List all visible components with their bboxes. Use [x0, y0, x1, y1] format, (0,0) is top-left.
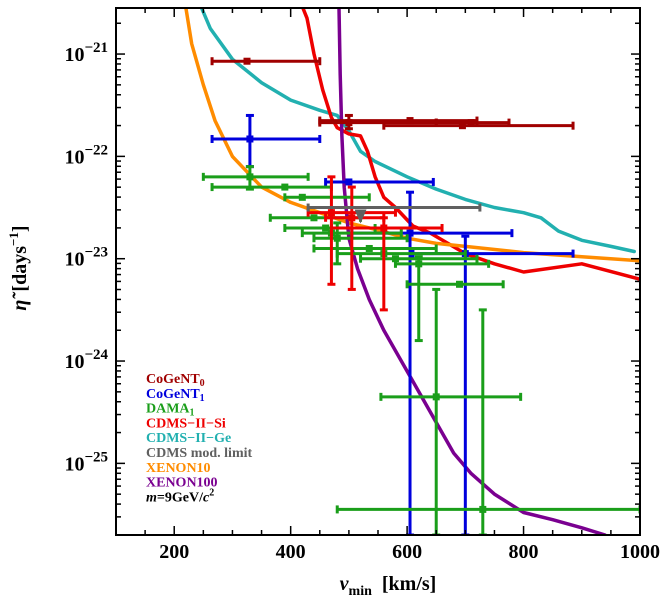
- point-marker: [380, 224, 388, 232]
- data-point: [324, 177, 435, 186]
- point-marker: [406, 117, 414, 125]
- point-marker: [391, 255, 399, 263]
- data-point: [201, 165, 310, 191]
- point-marker: [479, 505, 487, 513]
- point-marker: [281, 183, 289, 191]
- point-marker: [365, 244, 373, 252]
- legend-item-dama: DAMA1: [146, 402, 195, 419]
- point-marker: [456, 280, 464, 288]
- y-tick-label: 10−21: [64, 40, 108, 66]
- points-layer: [201, 57, 640, 535]
- data-point: [312, 244, 438, 253]
- legend-item-cdmssi: CDMS−II−Si: [146, 416, 226, 431]
- data-point: [210, 113, 322, 169]
- legend-item-cdmsmod: CDMS mod. limit: [146, 446, 253, 461]
- point-marker: [345, 178, 353, 186]
- y-tick-label: 10−22: [64, 142, 108, 168]
- y-tick-label: 10−23: [64, 245, 108, 271]
- plot-background: [116, 8, 640, 535]
- data-point: [382, 121, 575, 130]
- data-point: [405, 280, 505, 289]
- x-axis-title-unit: [km/s]: [382, 573, 436, 595]
- point-marker: [243, 57, 251, 65]
- x-tick-label: 200: [159, 541, 189, 563]
- x-tick-label: 600: [392, 541, 422, 563]
- x-tick-label: 1000: [620, 541, 660, 563]
- x-tick-label: 400: [276, 541, 306, 563]
- data-point: [210, 57, 322, 66]
- data-point: [283, 193, 371, 202]
- legend-item-cdmsge: CDMS−II−Ge: [146, 431, 231, 446]
- y-axis-title: η̃[days−1]: [6, 225, 31, 310]
- legend-item-cogent1: CoGeNT1: [146, 387, 205, 404]
- legend-item-xenon100: XENON100: [146, 476, 218, 491]
- point-marker: [345, 119, 353, 127]
- point-marker: [415, 260, 423, 268]
- legend: CoGeNT0CoGeNT1DAMA1CDMS−II−SiCDMS−II−GeC…: [146, 372, 253, 505]
- data-point: [434, 118, 511, 127]
- limit-arrow: [354, 209, 367, 224]
- y-tick-label: 10−25: [64, 449, 108, 475]
- point-marker: [467, 119, 475, 127]
- x-axis-title-sub: min: [349, 584, 373, 598]
- point-marker: [406, 229, 414, 237]
- ticks-layer: 200 400 600 800 1000 10−21 10−22 10−23 10−24 10−2…: [64, 8, 660, 563]
- point-marker: [348, 214, 356, 222]
- data-point: [379, 287, 523, 535]
- data-point: [329, 216, 444, 312]
- point-marker: [333, 234, 341, 242]
- data-point: [306, 203, 482, 224]
- legend-item-xenon10: XENON10: [146, 461, 211, 476]
- data-point: [324, 185, 386, 291]
- data-point: [335, 308, 640, 535]
- point-marker: [322, 224, 330, 232]
- point-marker: [458, 122, 466, 130]
- point-marker: [327, 209, 335, 217]
- mass-label: m=9GeV/c2: [146, 487, 214, 505]
- y-axis-title-main: η̃: [9, 291, 31, 311]
- point-marker: [246, 173, 254, 181]
- legend-item-cogent0: CoGeNT0: [146, 372, 205, 389]
- point-marker: [246, 135, 254, 143]
- point-marker: [298, 193, 306, 201]
- y-axis-title-unit-exp: −1: [6, 232, 21, 246]
- data-point: [393, 255, 491, 343]
- y-axis-title-unit-close: ]: [9, 225, 31, 232]
- point-marker: [432, 393, 440, 401]
- x-tick-label: 800: [509, 541, 539, 563]
- y-axis-title-unit-open: [days: [9, 246, 31, 292]
- x-axis-title-main: v: [340, 573, 350, 595]
- point-marker: [310, 214, 318, 222]
- x-axis-title: vmin [km/s]: [340, 573, 437, 598]
- curve-0: [199, 8, 636, 254]
- y-tick-label: 10−24: [64, 347, 108, 373]
